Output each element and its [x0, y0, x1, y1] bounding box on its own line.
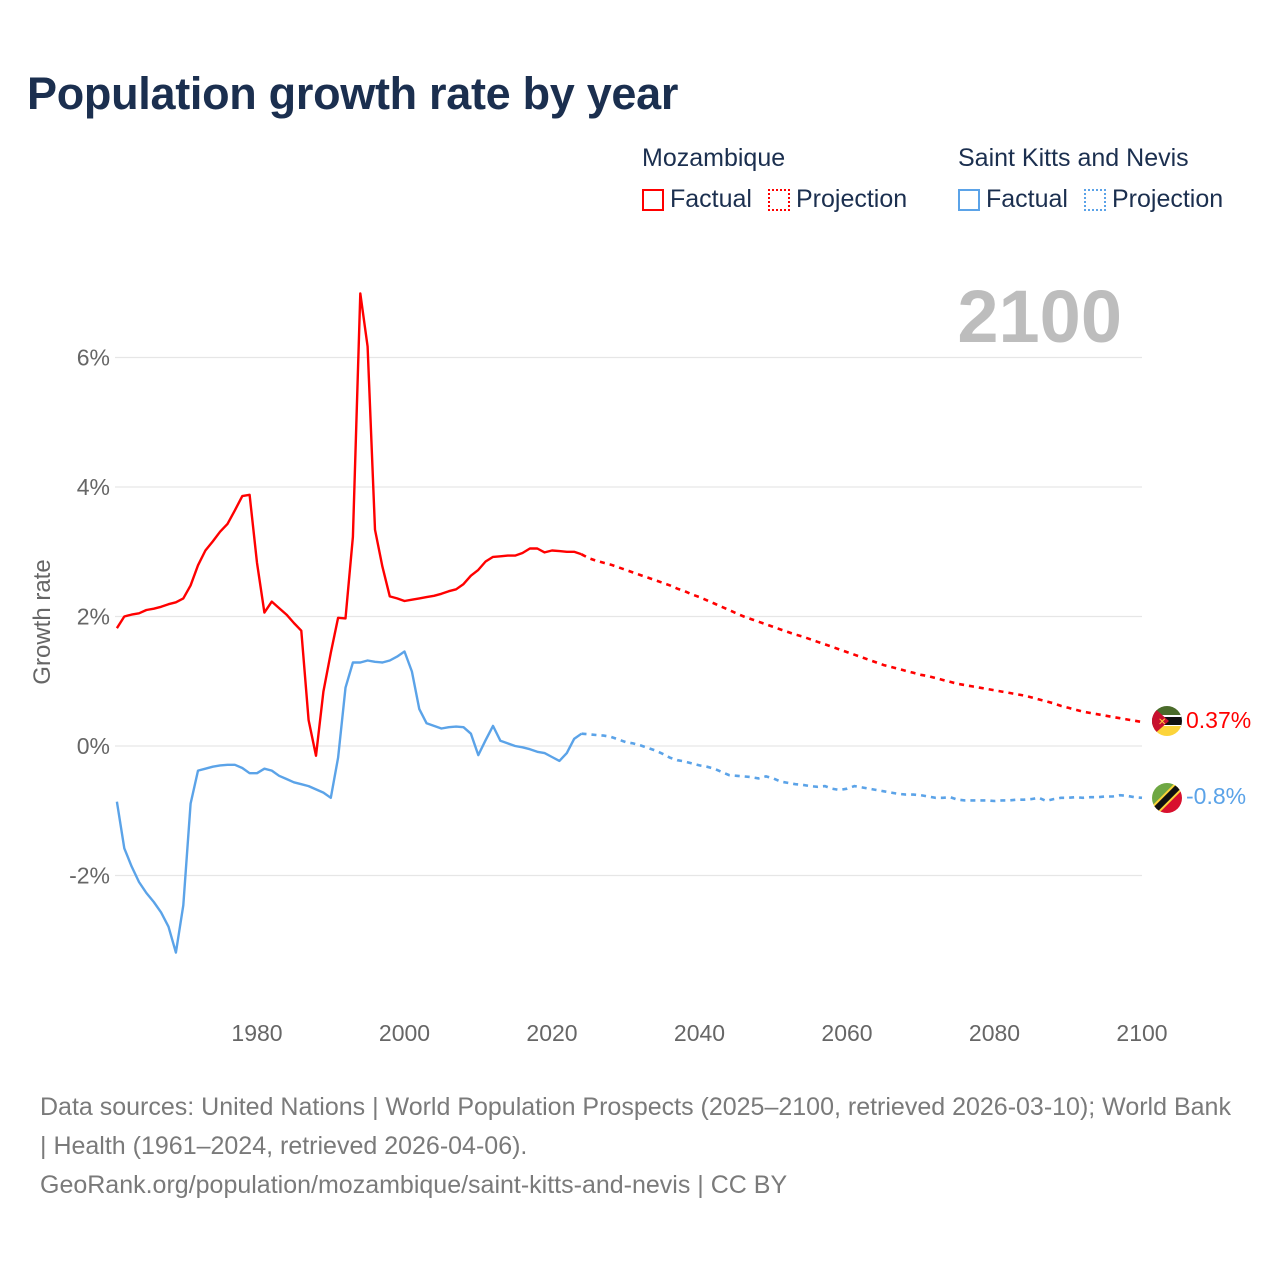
legend-swatch-solid: [958, 188, 980, 211]
y-tick-label: 6%: [77, 345, 110, 371]
legend-item-factual[interactable]: Factual: [642, 185, 752, 214]
current-year-display: 2100: [957, 275, 1122, 358]
legend-label: Projection: [795, 185, 908, 213]
series-line-projection-mozambique: [580, 553, 1143, 724]
footer: Data sources: United Nations | World Pop…: [40, 1088, 1240, 1205]
legend-swatch-dotted: [1083, 188, 1106, 211]
mozambique-flag-icon: ✕: [1152, 706, 1182, 736]
y-tick-label: -2%: [69, 863, 110, 889]
legend-label: Factual: [986, 185, 1068, 213]
saint-kitts-and-nevis-flag-icon: [1152, 783, 1182, 813]
source-link[interactable]: GeoRank.org/population/mozambique/saint-…: [40, 1171, 788, 1199]
x-tick-label: 2040: [674, 1020, 725, 1046]
legend-item-factual[interactable]: Factual: [958, 185, 1068, 214]
svg-text:✕: ✕: [1158, 717, 1166, 728]
y-tick-label: 4%: [77, 474, 110, 500]
data-sources-text: Data sources: United Nations | World Pop…: [40, 1093, 1231, 1160]
y-axis-label: Growth rate: [29, 559, 56, 684]
legend-label: Projection: [1111, 185, 1224, 213]
x-tick-label: 2080: [969, 1020, 1020, 1046]
x-tick-label: 2060: [821, 1020, 872, 1046]
x-tick-label: 2100: [1116, 1020, 1167, 1046]
x-tick-label: 2000: [379, 1020, 430, 1046]
legend-country: Saint Kitts and Nevis: [958, 144, 1189, 172]
legend-swatch-dotted: [767, 188, 790, 211]
legend-label: Factual: [670, 185, 752, 213]
series-line-factual-mozambique: [115, 292, 582, 757]
legend-item-projection[interactable]: Projection: [767, 185, 908, 214]
y-tick-label: 2%: [77, 604, 110, 630]
legend-group-saint-kitts-and-nevis: Saint Kitts and Nevis Factual Projection: [958, 144, 1223, 214]
chart-title: Population growth rate by year: [27, 68, 679, 119]
legend-group-mozambique: Mozambique Factual Projection: [642, 144, 907, 214]
series-line-factual-saint-kitts-and-nevis: [115, 650, 583, 954]
x-tick-label: 1980: [231, 1020, 282, 1046]
y-tick-label: 0%: [77, 733, 110, 759]
legend-country: Mozambique: [642, 144, 786, 172]
end-label-mozambique: 0.37%: [1186, 707, 1251, 733]
legend-swatch-solid: [642, 188, 664, 211]
end-label-saint-kitts-and-nevis: -0.8%: [1186, 783, 1246, 809]
x-tick-label: 2020: [526, 1020, 577, 1046]
legend-item-projection[interactable]: Projection: [1083, 185, 1224, 214]
series-line-projection-saint-kitts-and-nevis: [581, 732, 1143, 803]
